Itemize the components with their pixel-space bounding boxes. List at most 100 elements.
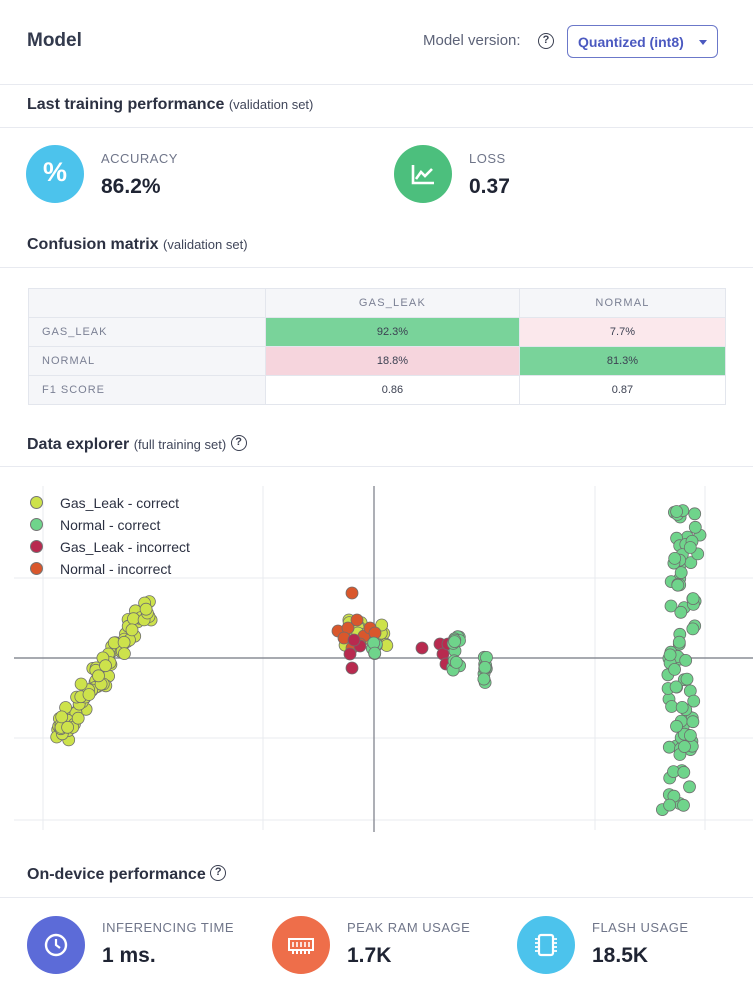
clock-icon <box>27 916 85 974</box>
gas-leak-correct-point <box>128 613 140 625</box>
column-header: GAS_LEAK <box>266 289 520 318</box>
gas-leak-correct-point <box>56 711 68 723</box>
help-icon[interactable]: ? <box>231 435 247 451</box>
legend-label: Normal - incorrect <box>60 561 171 577</box>
normal-correct-point <box>684 781 696 793</box>
confusion-subtitle: (validation set) <box>163 237 248 252</box>
normal-incorrect-point <box>351 614 363 626</box>
gas-leak-correct-point <box>75 678 87 690</box>
divider <box>0 127 753 128</box>
normal-correct-point <box>369 647 381 659</box>
legend-swatch <box>30 496 43 509</box>
percent-icon: % <box>26 145 84 203</box>
model-version-value: Quantized (int8) <box>578 34 684 50</box>
help-icon[interactable]: ? <box>210 865 226 881</box>
inferencing-time-value: 1 ms. <box>102 944 156 968</box>
divider <box>0 267 753 268</box>
legend-item[interactable]: Normal - correct <box>30 516 190 538</box>
table-row: F1 SCORE 0.86 0.87 <box>29 376 726 405</box>
table-row: NORMAL 18.8% 81.3% <box>29 347 726 376</box>
row-header: NORMAL <box>29 347 266 376</box>
model-version-select[interactable]: Quantized (int8) <box>567 25 718 58</box>
training-title-text: Last training performance <box>27 96 224 113</box>
legend-label: Gas_Leak - correct <box>60 495 179 511</box>
normal-correct-point <box>664 649 676 661</box>
normal-incorrect-point <box>346 587 358 599</box>
explorer-section-title: Data explorer (full training set) ? <box>27 436 247 454</box>
loss-label: LOSS <box>469 151 506 166</box>
gas-leak-incorrect-point <box>416 642 428 654</box>
normal-correct-point <box>687 716 699 728</box>
normal-correct-point <box>479 661 491 673</box>
normal-correct-point <box>671 506 683 518</box>
chart-line-icon <box>394 145 452 203</box>
flash-usage-label: FLASH USAGE <box>592 920 689 935</box>
explorer-subtitle: (full training set) <box>134 437 226 452</box>
gas-leak-correct-point <box>62 721 74 733</box>
matrix-cell: 18.8% <box>266 347 520 376</box>
gas-leak-incorrect-point <box>348 634 360 646</box>
normal-correct-point <box>679 741 691 753</box>
gas-leak-incorrect-point <box>344 648 356 660</box>
legend-item[interactable]: Gas_Leak - correct <box>30 494 190 516</box>
legend-label: Gas_Leak - incorrect <box>60 539 190 555</box>
legend-item[interactable]: Gas_Leak - incorrect <box>30 538 190 560</box>
normal-correct-point <box>678 799 690 811</box>
confusion-section-title: Confusion matrix (validation set) <box>27 236 248 254</box>
matrix-cell: 81.3% <box>519 347 725 376</box>
divider <box>0 466 753 467</box>
normal-correct-point <box>684 542 696 554</box>
divider <box>0 897 753 898</box>
normal-correct-point <box>450 656 462 668</box>
normal-correct-point <box>687 593 699 605</box>
normal-correct-point <box>689 521 701 533</box>
legend-swatch <box>30 562 43 575</box>
ondevice-title-text: On-device performance <box>27 866 206 883</box>
gas-leak-correct-point <box>93 670 105 682</box>
normal-correct-point <box>673 636 685 648</box>
gas-leak-correct-point <box>72 712 84 724</box>
normal-correct-point <box>678 766 690 778</box>
table-header-row: GAS_LEAK NORMAL <box>29 289 726 318</box>
normal-correct-point <box>663 741 675 753</box>
column-header: NORMAL <box>519 289 725 318</box>
ondevice-section-title: On-device performance ? <box>27 866 226 884</box>
percent-glyph: % <box>26 157 84 188</box>
peak-ram-value: 1.7K <box>347 944 391 968</box>
chevron-down-icon <box>699 40 707 45</box>
peak-ram-label: PEAK RAM USAGE <box>347 920 470 935</box>
gas-leak-correct-point <box>118 648 130 660</box>
model-version-label: Model version: <box>423 32 521 49</box>
gas-leak-correct-point <box>126 624 138 636</box>
divider <box>0 84 753 85</box>
normal-correct-point <box>687 623 699 635</box>
f1-cell: 0.87 <box>519 376 725 405</box>
loss-value: 0.37 <box>469 175 510 199</box>
normal-correct-point <box>689 508 701 520</box>
table-row: GAS_LEAK 92.3% 7.7% <box>29 318 726 347</box>
matrix-cell: 92.3% <box>266 318 520 347</box>
flash-usage-value: 18.5K <box>592 944 648 968</box>
gas-leak-correct-point <box>140 603 152 615</box>
explorer-title-text: Data explorer <box>27 436 129 453</box>
legend-swatch <box>30 518 43 531</box>
gas-leak-correct-point <box>118 636 130 648</box>
help-icon[interactable]: ? <box>538 33 554 49</box>
legend-label: Normal - correct <box>60 517 160 533</box>
normal-correct-point <box>688 695 700 707</box>
gas-leak-incorrect-point <box>346 662 358 674</box>
f1-cell: 0.86 <box>266 376 520 405</box>
legend-swatch <box>30 540 43 553</box>
normal-correct-point <box>672 579 684 591</box>
accuracy-value: 86.2% <box>101 175 161 199</box>
normal-correct-point <box>669 552 681 564</box>
legend-item[interactable]: Normal - incorrect <box>30 560 190 582</box>
inferencing-time-label: INFERENCING TIME <box>102 920 234 935</box>
table-corner-cell <box>29 289 266 318</box>
row-header: F1 SCORE <box>29 376 266 405</box>
training-section-title: Last training performance (validation se… <box>27 96 313 114</box>
normal-correct-point <box>669 663 681 675</box>
confusion-matrix-table: GAS_LEAK NORMAL GAS_LEAK 92.3% 7.7% NORM… <box>28 288 726 405</box>
memory-icon <box>272 916 330 974</box>
page-title: Model <box>27 30 82 52</box>
